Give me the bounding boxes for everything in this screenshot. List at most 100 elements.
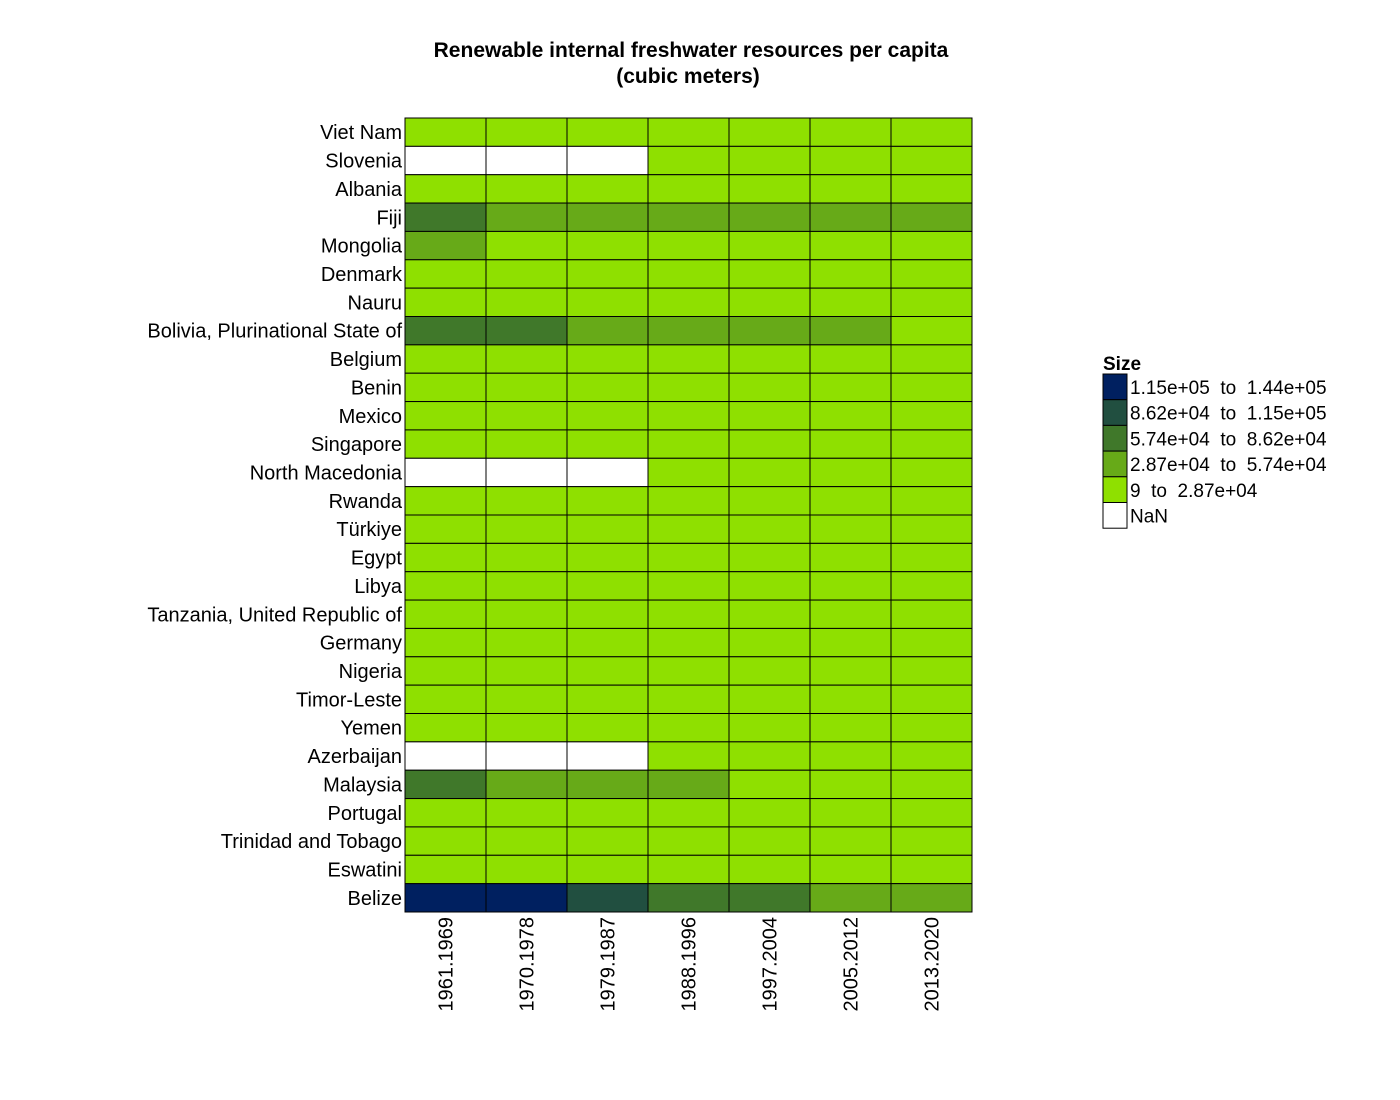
heat-cell bbox=[728, 202, 811, 232]
heat-cell bbox=[890, 344, 973, 374]
heat-cell bbox=[890, 145, 973, 176]
heat-cell bbox=[728, 713, 811, 743]
heat-cell bbox=[728, 798, 811, 828]
row-label: Slovenia bbox=[325, 151, 403, 173]
heat-cell bbox=[890, 854, 973, 885]
heat-cell bbox=[485, 713, 568, 743]
legend-label: 5.74e+04 to 8.62e+04 bbox=[1130, 429, 1327, 450]
column-label: 1970.1978 bbox=[517, 917, 539, 1012]
heat-cell bbox=[809, 769, 892, 800]
heat-cell bbox=[890, 542, 973, 573]
heat-cell bbox=[809, 627, 892, 658]
heat-cell bbox=[647, 883, 730, 913]
heat-cell bbox=[890, 741, 973, 771]
heat-cell bbox=[566, 741, 649, 771]
heat-cell bbox=[809, 713, 892, 743]
heat-cell bbox=[809, 854, 892, 885]
column-label: 2005.2012 bbox=[841, 917, 863, 1012]
heat-cell bbox=[728, 344, 811, 374]
heat-cell bbox=[728, 117, 811, 147]
heat-cell bbox=[485, 656, 568, 686]
heat-cell bbox=[647, 145, 730, 176]
heat-cell bbox=[890, 656, 973, 686]
heat-cell bbox=[728, 514, 811, 544]
heat-cell bbox=[647, 372, 730, 403]
heat-cell bbox=[809, 514, 892, 544]
legend-swatch bbox=[1102, 424, 1128, 452]
heat-cell bbox=[566, 798, 649, 828]
heat-cell bbox=[647, 599, 730, 629]
heat-cell bbox=[566, 627, 649, 658]
heat-cell bbox=[809, 883, 892, 913]
heat-cell bbox=[890, 117, 973, 147]
heat-cell bbox=[647, 259, 730, 289]
heat-cell bbox=[404, 656, 487, 686]
heat-cell bbox=[728, 854, 811, 885]
heat-cell bbox=[566, 684, 649, 715]
heat-cell bbox=[809, 372, 892, 403]
heat-cell bbox=[647, 287, 730, 317]
row-label: Benin bbox=[351, 377, 402, 399]
heat-cell bbox=[728, 769, 811, 800]
heat-cell bbox=[566, 514, 649, 544]
heat-cell bbox=[404, 145, 487, 176]
heat-cell bbox=[404, 599, 487, 629]
column-label: 1997.2004 bbox=[760, 917, 782, 1012]
heat-cell bbox=[890, 202, 973, 232]
heat-cell bbox=[404, 230, 487, 261]
heat-cell bbox=[404, 571, 487, 601]
legend-label: 8.62e+04 to 1.15e+05 bbox=[1130, 404, 1327, 425]
legend-label: 1.15e+05 to 1.44e+05 bbox=[1130, 378, 1327, 399]
heat-cell bbox=[809, 599, 892, 629]
heat-cell bbox=[485, 741, 568, 771]
heat-cell bbox=[809, 457, 892, 488]
heat-cell bbox=[647, 117, 730, 147]
heat-cell bbox=[809, 344, 892, 374]
heat-cell bbox=[647, 713, 730, 743]
heat-cell bbox=[647, 542, 730, 573]
heat-cell bbox=[809, 230, 892, 261]
heat-cell bbox=[728, 230, 811, 261]
heat-cell bbox=[566, 883, 649, 913]
heat-cell bbox=[566, 174, 649, 204]
heat-cell bbox=[404, 713, 487, 743]
heat-cell bbox=[728, 571, 811, 601]
heat-cell bbox=[404, 684, 487, 715]
heat-cell bbox=[809, 316, 892, 346]
row-label: Denmark bbox=[321, 264, 403, 286]
row-label: Fiji bbox=[376, 207, 402, 229]
row-label: Timor-Leste bbox=[296, 689, 402, 711]
heat-cell bbox=[728, 145, 811, 176]
heat-cell bbox=[404, 883, 487, 913]
heat-cell bbox=[728, 401, 811, 431]
row-label: Albania bbox=[335, 179, 403, 201]
heat-cell bbox=[404, 854, 487, 885]
row-label: North Macedonia bbox=[250, 462, 403, 484]
heat-cell bbox=[647, 656, 730, 686]
heat-cell bbox=[647, 401, 730, 431]
legend-title: Size bbox=[1103, 354, 1141, 375]
heat-cell bbox=[809, 486, 892, 516]
heat-cell bbox=[809, 826, 892, 856]
heat-cell bbox=[809, 145, 892, 176]
heat-cell bbox=[809, 571, 892, 601]
heat-cell bbox=[566, 542, 649, 573]
heat-cell bbox=[647, 514, 730, 544]
heat-cell bbox=[485, 202, 568, 232]
heat-cell bbox=[647, 174, 730, 204]
heat-cell bbox=[404, 259, 487, 289]
heat-cell bbox=[728, 542, 811, 573]
heat-cell bbox=[566, 656, 649, 686]
heat-cell bbox=[728, 259, 811, 289]
heat-cell bbox=[485, 230, 568, 261]
heat-cell bbox=[566, 230, 649, 261]
heat-cell bbox=[728, 599, 811, 629]
chart-title: Renewable internal freshwater resources … bbox=[434, 39, 949, 62]
heat-cell bbox=[890, 486, 973, 516]
heat-cell bbox=[809, 684, 892, 715]
heat-cell bbox=[890, 713, 973, 743]
heat-cell bbox=[485, 599, 568, 629]
row-label: Belgium bbox=[330, 349, 402, 371]
heat-cell bbox=[647, 316, 730, 346]
